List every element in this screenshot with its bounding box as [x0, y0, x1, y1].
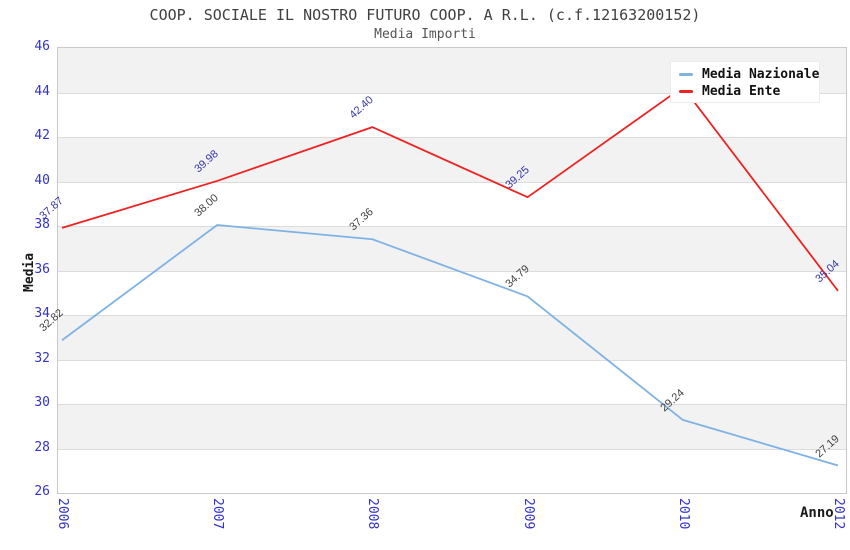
y-tick-label: 36	[34, 261, 50, 277]
y-tick-label: 46	[34, 39, 50, 54]
x-tick-label: 2010	[675, 498, 691, 530]
gridline	[58, 448, 846, 450]
plot-band	[58, 315, 846, 360]
legend-item: Media Nazionale	[679, 66, 819, 83]
legend-label: Media Ente	[702, 84, 781, 99]
gridline	[58, 137, 846, 138]
y-tick-label: 34	[34, 306, 50, 321]
gridline	[58, 181, 846, 183]
chart-subtitle: Media Importi	[374, 27, 476, 42]
plot-band	[58, 404, 846, 449]
series-lines	[61, 86, 839, 467]
x-tick-label: 2008	[365, 498, 381, 530]
y-tick-label: 32	[34, 350, 50, 366]
legend-swatch-icon	[679, 90, 693, 93]
x-tick-label: 2007	[210, 498, 226, 530]
legend-swatch-icon	[679, 73, 693, 76]
y-axis-title: Media	[22, 252, 37, 292]
gridline	[58, 315, 846, 316]
x-tick-label: 2006	[55, 498, 70, 530]
plot-band	[58, 270, 846, 315]
plot-band	[58, 448, 846, 493]
gridline	[58, 92, 846, 94]
series-line-media-ente	[61, 86, 839, 292]
plot-band	[58, 137, 846, 182]
y-tick-label: 28	[34, 439, 50, 455]
plot-area	[57, 47, 847, 494]
y-tick-label: 26	[34, 484, 50, 499]
series-line-media-nazionale	[61, 224, 839, 467]
gridline	[58, 226, 846, 227]
legend: Media Nazionale Media Ente	[670, 61, 820, 103]
chart-title: COOP. SOCIALE IL NOSTRO FUTURO COOP. A R…	[149, 6, 701, 24]
y-tick-label: 42	[34, 128, 50, 143]
x-axis-title: Anno	[800, 505, 834, 521]
x-tick-label: 2009	[520, 498, 536, 530]
plot-band	[58, 226, 846, 271]
y-tick-label: 38	[34, 217, 50, 232]
plot-band	[58, 359, 846, 404]
legend-label: Media Nazionale	[702, 67, 820, 82]
gridline	[58, 359, 846, 361]
y-tick-label: 40	[34, 172, 50, 188]
y-tick-label: 44	[34, 83, 50, 99]
y-tick-label: 30	[34, 395, 50, 410]
gridline	[58, 270, 846, 272]
gridline	[58, 404, 846, 405]
legend-item: Media Ente	[679, 83, 819, 100]
